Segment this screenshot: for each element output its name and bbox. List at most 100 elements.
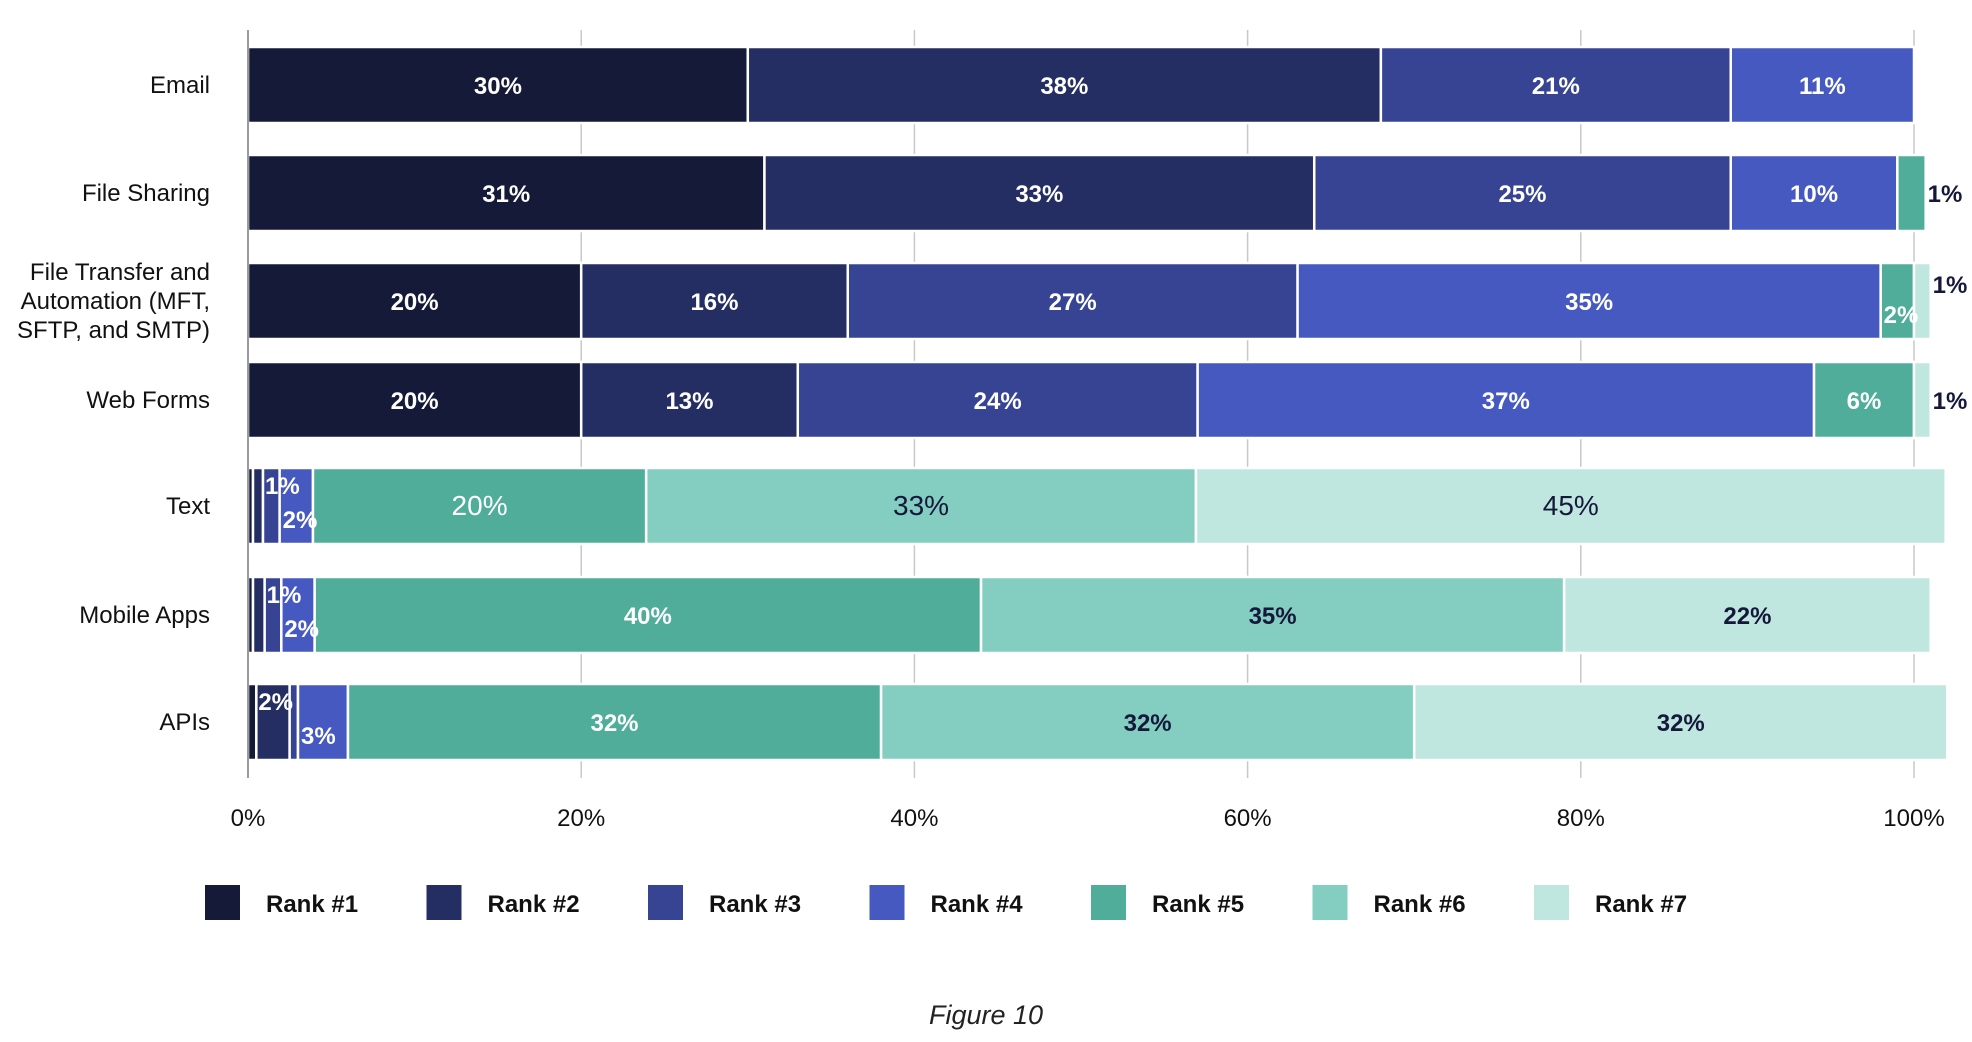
category-label-line: Text [166, 493, 210, 520]
legend-swatch [1091, 885, 1126, 920]
data-label: 16% [690, 289, 738, 316]
data-label: 45% [1543, 490, 1599, 521]
bar-segment [313, 575, 983, 655]
data-label: 2% [284, 616, 319, 643]
legend-swatch [1534, 885, 1569, 920]
bar-segment [579, 360, 800, 440]
data-label: 27% [1049, 289, 1097, 316]
bar-segment [979, 575, 1566, 655]
legend-swatch [426, 885, 462, 920]
data-label: 2% [283, 507, 318, 534]
bar-segment [1196, 360, 1816, 440]
legend-label: Rank #1 [266, 891, 358, 918]
category-label-line: Web Forms [86, 387, 210, 414]
bar-segment [1896, 153, 1927, 233]
data-label: 1% [1933, 272, 1968, 299]
data-label: 20% [391, 289, 439, 316]
bar-segment [846, 261, 1299, 341]
bar-segment [1312, 153, 1732, 233]
data-label: 25% [1498, 181, 1546, 208]
legend-label: Rank #4 [931, 891, 1024, 918]
x-tick-label: 40% [890, 805, 938, 832]
bar-segment [1812, 360, 1916, 440]
data-label: 37% [1482, 388, 1530, 415]
data-label: 3% [301, 723, 336, 750]
data-label: 33% [893, 490, 949, 521]
data-label: 32% [590, 710, 638, 737]
data-label: 38% [1040, 73, 1088, 100]
bar-segment [311, 466, 648, 546]
bar-segment [1194, 466, 1947, 546]
category-label: Email [150, 72, 210, 99]
data-label: 21% [1532, 73, 1580, 100]
category-label-line: File Sharing [82, 180, 210, 207]
category-label: APIs [159, 709, 210, 736]
x-tick-label: 100% [1883, 805, 1944, 832]
bar-segment [879, 682, 1416, 762]
data-label: 32% [1657, 710, 1705, 737]
bar-segment [1912, 261, 1932, 341]
bar-segment [1412, 682, 1949, 762]
legend-label: Rank #2 [488, 891, 580, 918]
category-label-line: File Transfer and [30, 259, 210, 286]
bar-segment [1879, 261, 1916, 341]
data-label: 35% [1249, 603, 1297, 630]
legend-label: Rank #6 [1374, 891, 1466, 918]
bar-segment [246, 261, 583, 341]
bars [246, 45, 1949, 762]
category-label-line: SFTP, and SMTP) [17, 317, 210, 344]
category-label: File Sharing [82, 180, 210, 207]
x-tick-label: 80% [1557, 805, 1605, 832]
bar-segment [1729, 153, 1899, 233]
bar-segment [246, 45, 750, 125]
legend-label: Rank #3 [709, 891, 801, 918]
data-label: 30% [474, 73, 522, 100]
data-label: 1% [1933, 388, 1968, 415]
category-label-line: Automation (MFT, [21, 288, 210, 315]
legend: Rank #1 Rank #2 Rank #3 Rank #4 Rank #5 Rank … [205, 885, 1687, 920]
bar-segment [346, 682, 883, 762]
data-label: 31% [482, 181, 530, 208]
legend-swatch [869, 885, 905, 920]
data-label: 1% [265, 473, 300, 500]
figure-caption: Figure 10 [928, 1000, 1044, 1030]
data-label: 32% [1124, 710, 1172, 737]
data-label: 20% [391, 388, 439, 415]
category-label-line: APIs [159, 709, 210, 736]
data-labels: 30% 38% 21% 11% 31% 33% 25% 10% 1% 20% 16% 27% 35% 1%… [258, 73, 1967, 750]
data-label: 1% [1928, 181, 1963, 208]
x-tick-label: 20% [557, 805, 605, 832]
category-label-line: Email [150, 72, 210, 99]
data-label: 33% [1015, 181, 1063, 208]
bar-segment [1729, 45, 1916, 125]
bar-segment [796, 360, 1199, 440]
x-axis: 0% 20% 40% 60% 80% 100% [231, 30, 1945, 832]
bar-segment [251, 575, 266, 655]
data-label: 20% [452, 490, 508, 521]
data-label: 13% [665, 388, 713, 415]
legend-label: Rank #7 [1595, 891, 1687, 918]
data-label: 10% [1790, 181, 1838, 208]
legend-swatch [1312, 885, 1348, 920]
category-label: Mobile Apps [79, 602, 210, 629]
category-label: Web Forms [86, 387, 210, 414]
category-label-line: Mobile Apps [79, 602, 210, 629]
bar-segment [1296, 261, 1882, 341]
bar-segment [644, 466, 1198, 546]
bar-segment [251, 466, 265, 546]
category-label: Text [166, 493, 210, 520]
data-label: 40% [624, 603, 672, 630]
bar-segment [255, 682, 291, 762]
bar-segment [1562, 575, 1932, 655]
data-label: 6% [1847, 388, 1882, 415]
data-label: 2% [258, 689, 293, 716]
data-label: 1% [267, 582, 302, 609]
bar-segment [579, 261, 850, 341]
data-label: 11% [1799, 73, 1846, 100]
bar-segment [1912, 360, 1932, 440]
data-label: 22% [1723, 603, 1771, 630]
data-label: 24% [974, 388, 1022, 415]
category-labels: Email File Sharing File Transfer and Automa… [17, 72, 210, 736]
legend-swatch [648, 885, 683, 920]
legend-swatch [205, 885, 240, 920]
